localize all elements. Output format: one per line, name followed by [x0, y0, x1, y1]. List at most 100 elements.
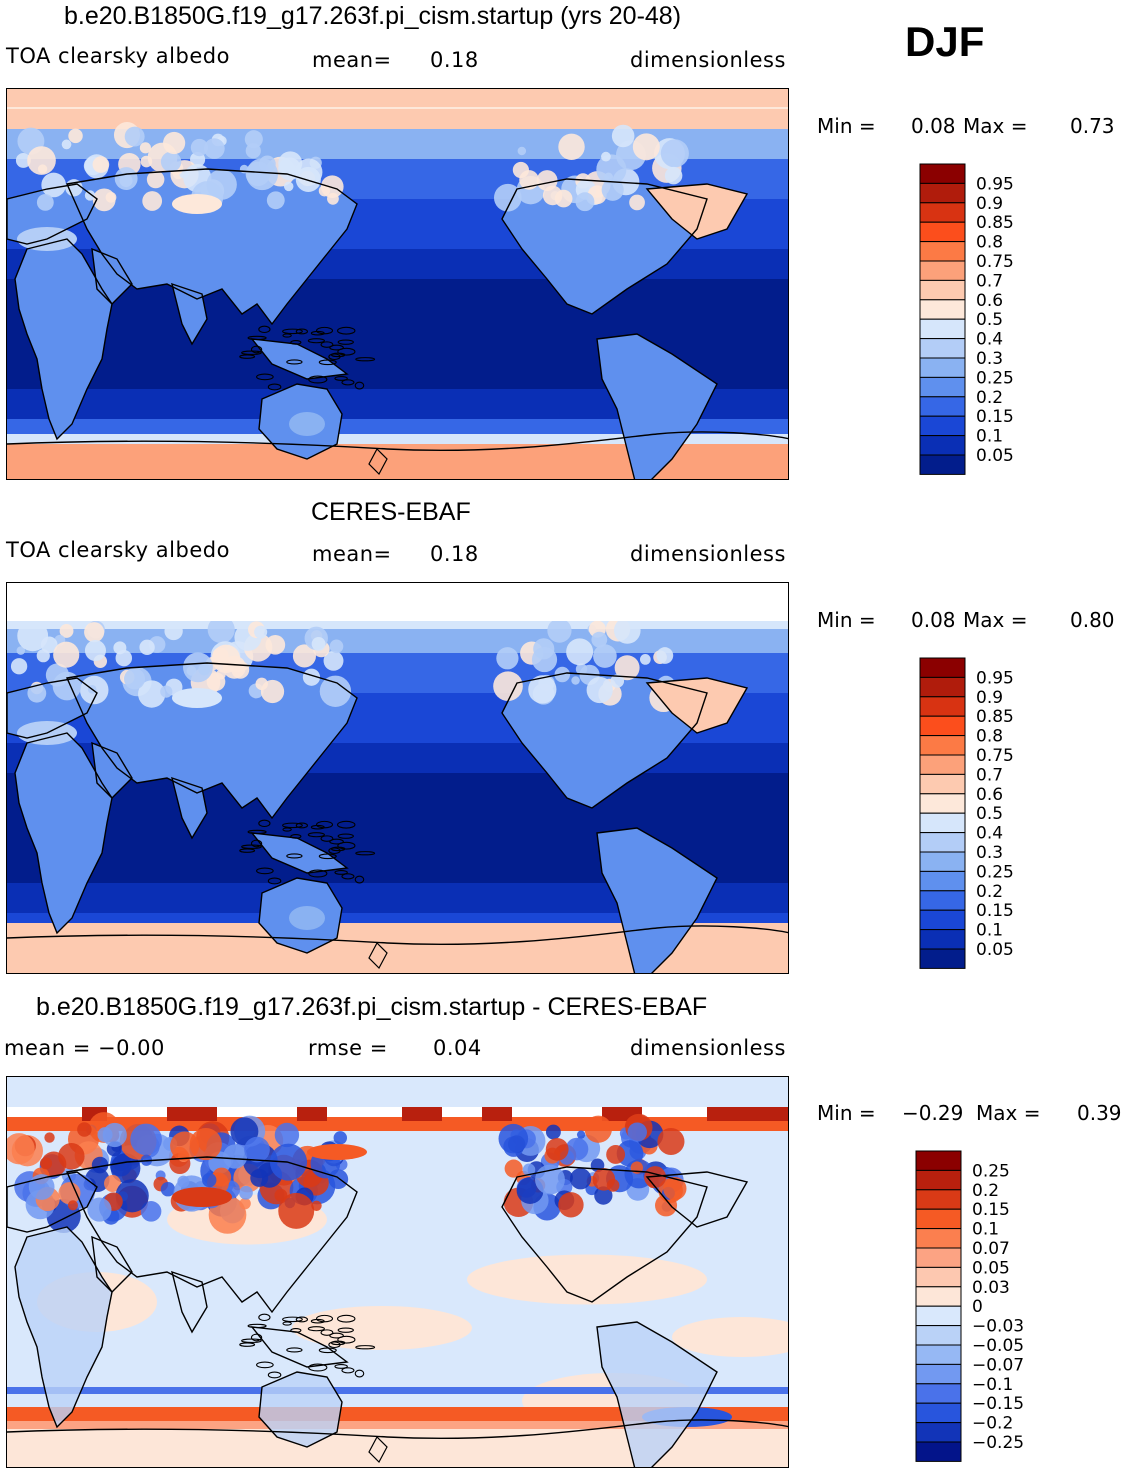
colorbar-tick-label: 0.1 — [972, 1220, 999, 1240]
contour-region — [493, 183, 522, 212]
panel2-min-value: 0.08 — [911, 608, 956, 632]
panel1-map — [6, 88, 789, 480]
panel3-rmse-label: rmse = — [308, 1036, 388, 1060]
contour-region — [517, 146, 527, 156]
contour-region — [639, 654, 651, 665]
panel2-max-value: 0.80 — [1070, 608, 1115, 632]
panel2-variable-label: TOA clearsky albedo — [6, 538, 230, 562]
contour-region — [289, 906, 325, 930]
colorbar-box — [919, 929, 966, 950]
contour-region — [266, 191, 285, 210]
colorbar-tick-label: 0.25 — [972, 1161, 1010, 1181]
panel3-map — [6, 1076, 789, 1468]
coastline — [328, 847, 341, 855]
contour-region — [265, 634, 286, 655]
contour-region — [292, 1306, 472, 1350]
colorbar-box — [919, 202, 966, 223]
coastline — [337, 347, 356, 356]
colorbar-tick-label: 0.7 — [976, 765, 1003, 785]
contour-region — [139, 142, 152, 154]
colorbar-box — [915, 1169, 962, 1191]
coastline — [318, 1347, 337, 1354]
contour-region — [250, 1168, 269, 1187]
colorbar-box — [919, 773, 966, 795]
colorbar-box — [919, 696, 966, 717]
colorbar-box — [919, 221, 966, 243]
colorbar-box — [919, 676, 966, 698]
colorbar-box — [915, 1441, 962, 1462]
coastline — [337, 339, 354, 345]
colorbar-box — [919, 163, 966, 184]
coastline — [258, 383, 343, 460]
colorbar-tick-label: 0.5 — [976, 310, 1003, 330]
coastline — [368, 942, 388, 969]
colorbar-tick-label: 0.75 — [976, 252, 1014, 272]
contour-region — [189, 1128, 222, 1161]
contour-region — [558, 1192, 584, 1218]
coastline — [315, 820, 334, 829]
contour-region — [7, 109, 788, 129]
colorbar-box — [915, 1286, 962, 1307]
colorbar-box — [919, 793, 966, 814]
coastline — [368, 1436, 388, 1463]
land-fill — [502, 179, 707, 314]
coastline — [258, 1371, 343, 1448]
contour-region — [163, 131, 186, 155]
land-fill — [597, 334, 717, 479]
colorbar-tick-label: 0.6 — [976, 785, 1003, 805]
contour-region — [329, 639, 344, 654]
contour-region — [402, 1107, 442, 1121]
contour-region — [565, 1137, 589, 1161]
land-fill — [647, 678, 747, 733]
colorbar-box — [915, 1383, 962, 1404]
colorbar-tick-label: −0.05 — [972, 1336, 1024, 1356]
coastline — [341, 379, 355, 386]
colorbar-box — [919, 241, 966, 262]
coastline — [7, 183, 98, 245]
coastline — [258, 325, 271, 334]
coastline — [7, 925, 788, 946]
coastline — [247, 335, 267, 341]
coastline — [310, 330, 325, 336]
contour-region — [283, 181, 294, 192]
coastline — [247, 829, 267, 835]
contour-region — [170, 1131, 200, 1161]
contour-region — [644, 1166, 667, 1189]
contour-region — [320, 175, 344, 198]
colorbar-tick-label: −0.15 — [972, 1394, 1024, 1414]
coastline — [318, 359, 337, 366]
contour-region — [97, 1127, 113, 1143]
coastline — [334, 376, 348, 381]
contour-region — [664, 166, 683, 185]
coastline — [320, 1329, 334, 1336]
colorbar-box — [915, 1325, 962, 1346]
coastline — [282, 328, 303, 335]
contour-region — [87, 1197, 112, 1222]
coastline — [308, 1363, 328, 1372]
contour-region — [627, 1122, 647, 1142]
coastline — [256, 867, 274, 875]
contour-region — [146, 170, 165, 189]
coastline — [282, 827, 292, 832]
contour-region — [115, 1179, 149, 1213]
coastline — [307, 832, 325, 838]
colorbar-box — [919, 812, 966, 834]
coastline — [239, 1342, 256, 1347]
contour-region — [7, 621, 788, 629]
contour-region — [663, 1176, 687, 1201]
contour-region — [84, 190, 96, 201]
contour-region — [292, 644, 316, 668]
land-fill — [252, 339, 347, 379]
season-label: DJF — [905, 18, 985, 65]
panel2-colorbar: 0.95 0.9 0.85 0.8 0.75 0.7 0.6 0.5 0.4 0.3 0.25 0.2… — [919, 657, 1029, 974]
coastline — [355, 1345, 376, 1350]
contour-region — [610, 674, 625, 688]
contour-region — [58, 1182, 81, 1205]
colorbar-box — [919, 338, 966, 359]
contour-region — [67, 1200, 78, 1211]
coastline — [337, 841, 356, 850]
coastline — [330, 846, 346, 852]
panel1-mean-value: 0.18 — [430, 48, 479, 72]
contour-region — [59, 624, 74, 638]
contour-region — [569, 1168, 592, 1190]
